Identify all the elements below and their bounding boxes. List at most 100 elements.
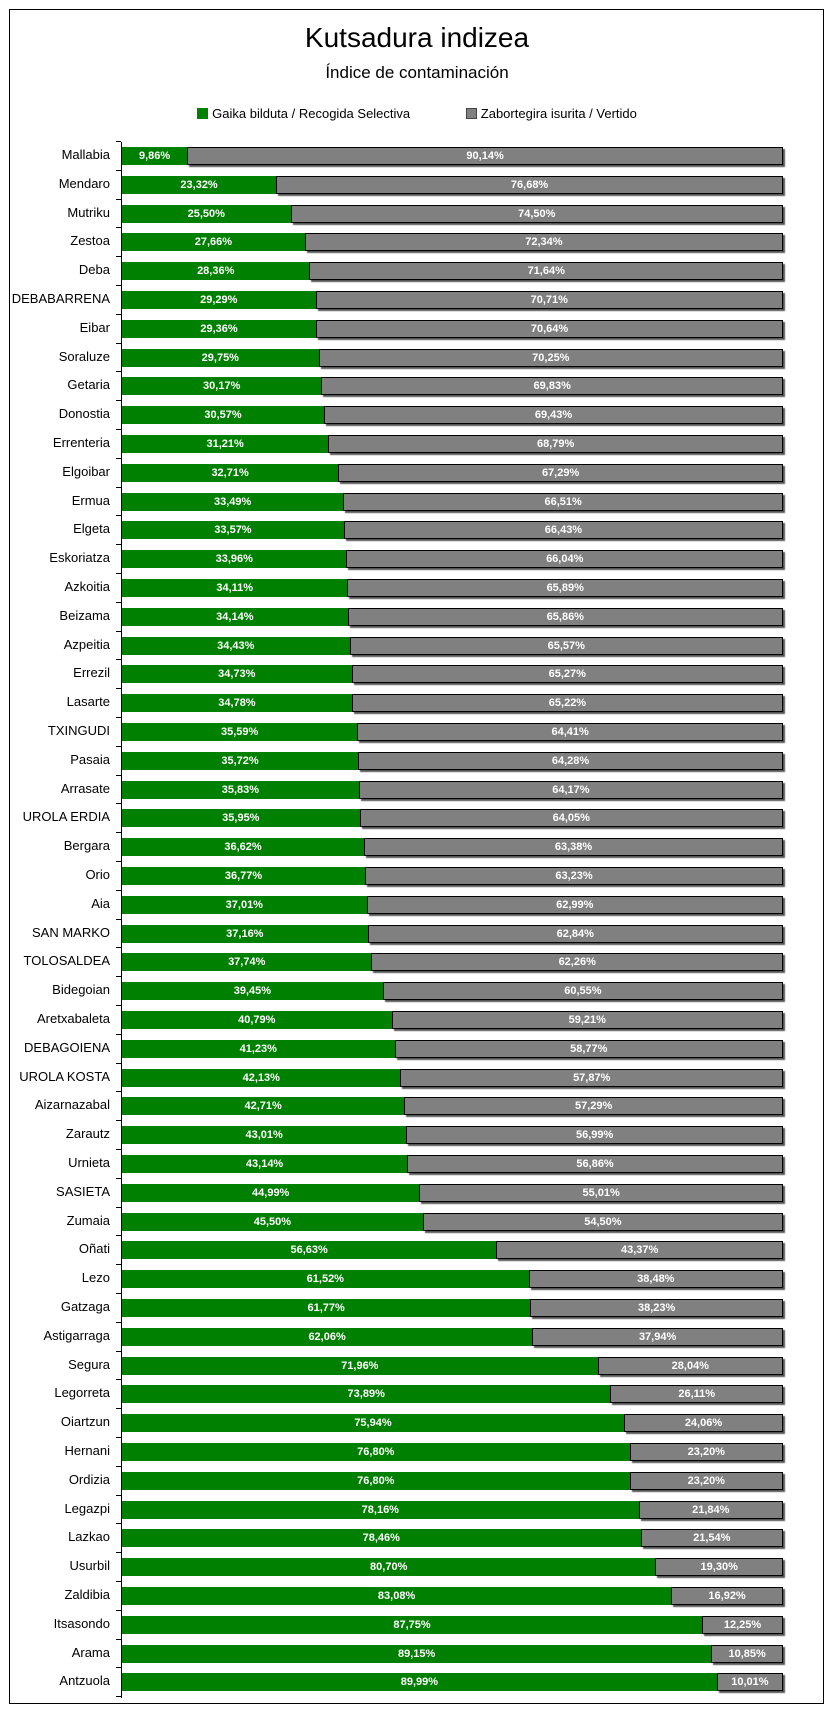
category-label: Oiartzun [60,1414,110,1430]
bar-row: Antzuola 89,99% 10,01% [0,1667,834,1696]
bar-selective: 40,79% [122,1011,392,1029]
bar-row: Eibar 29,36% 70,64% [0,313,834,343]
legend-swatch-green [197,108,209,119]
bar-row: Elgoibar 32,71% 67,29% [0,457,834,487]
bar-landfill: 66,04% [346,550,783,569]
bar-landfill: 64,28% [358,751,783,770]
bar-selective: 41,23% [122,1039,395,1058]
bar-selective: 29,29% [122,291,316,309]
bar-selective: 37,16% [122,924,368,943]
bar-row: Getaria 30,17% 69,83% [0,371,834,400]
axis-tick [116,630,121,632]
bar-selective: 37,01% [122,895,367,914]
bar-landfill: 54,50% [422,1212,783,1231]
axis-tick [116,429,121,430]
bar-selective: 89,15% [122,1644,712,1663]
bar-selective: 35,72% [122,751,359,770]
axis-tick [116,861,121,862]
axis-tick [116,1379,121,1381]
axis-tick [116,1523,121,1525]
category-label: Aizarnazabal [34,1097,110,1113]
bar-row: Zestoa 27,66% 72,34% [0,227,834,256]
bar-row: Usurbil 80,70% 19,30% [0,1552,834,1581]
category-label: Zarautz [65,1126,110,1142]
category-label: Urnieta [68,1155,110,1170]
bar-row: DEBAGOIENA 41,23% 58,77% [0,1033,834,1063]
axis-tick [116,803,121,805]
bar-row: Ermua 33,49% 66,51% [0,486,834,516]
bar-selective: 45,50% [122,1212,423,1231]
bar-selective: 71,96% [122,1356,598,1375]
category-label: Ordizia [68,1471,110,1487]
category-label: Itsasondo [53,1615,110,1631]
category-label: Astigarraga [43,1327,110,1343]
bar-row: Mendaro 23,32% 76,68% [0,169,834,199]
bar-row: Ordizia 76,80% 23,20% [0,1465,834,1495]
bar-row: Aretxabaleta 40,79% 59,21% [0,1005,834,1034]
bar-row: Lazkao 78,46% 21,54% [0,1523,834,1552]
category-label: Arama [71,1644,110,1660]
bar-selective: 33,57% [122,521,344,540]
bar-landfill: 69,43% [324,406,783,425]
bar-selective: 89,99% [122,1673,717,1692]
category-label: Bergara [63,838,110,854]
axis-tick [116,198,121,200]
bar-selective: 80,70% [122,1558,656,1577]
category-label: Aretxabaleta [37,1011,110,1026]
bar-row: Aizarnazabal 42,71% 57,29% [0,1091,834,1120]
bar-landfill: 57,87% [400,1068,783,1087]
bar-selective: 44,99% [122,1183,420,1202]
bar-row: Soraluze 29,75% 70,25% [0,342,834,372]
category-label: Beizama [59,607,110,623]
axis-tick [116,544,121,546]
category-label: Zaldibia [64,1587,110,1602]
bar-landfill: 63,23% [365,867,783,885]
legend-item-landfill: Zabortegira isurita / Vertido [465,106,637,121]
bar-landfill: 59,21% [391,1011,783,1029]
bar-landfill: 62,26% [371,953,783,972]
bar-landfill: 90,14% [187,147,783,165]
bar-selective: 29,36% [122,319,317,338]
bar-landfill: 65,27% [351,665,783,684]
bar-selective: 34,11% [122,579,348,597]
bar-landfill: 60,55% [382,982,783,1001]
bar-selective: 35,83% [122,780,359,799]
bar-landfill: 21,84% [638,1500,783,1519]
axis-tick [116,1177,121,1179]
bar-selective: 27,66% [122,233,305,252]
bar-landfill: 70,71% [315,291,783,309]
bar-selective: 36,62% [122,838,365,857]
axis-tick [116,889,121,891]
bar-row: DEBABARRENA 29,29% 70,71% [0,285,834,314]
bar-row: Elgeta 33,57% 66,43% [0,515,834,544]
bar-row: SASIETA 44,99% 55,01% [0,1177,834,1207]
category-label: UROLA KOSTA [19,1068,110,1084]
bar-selective: 78,46% [122,1529,641,1548]
bar-selective: 76,80% [122,1471,630,1490]
bar-row: Aia 37,01% 62,99% [0,889,834,919]
bar-landfill: 63,38% [364,838,783,857]
axis-tick [116,285,121,286]
bar-row: Zaldibia 83,08% 16,92% [0,1581,834,1610]
bar-landfill: 43,37% [496,1241,783,1260]
bar-selective: 73,89% [122,1385,611,1404]
bar-selective: 56,63% [122,1241,497,1260]
bar-landfill: 62,84% [367,924,783,943]
chart-subtitle: Índice de contaminación [325,63,509,82]
bar-landfill: 57,29% [404,1097,783,1116]
category-label: Gatzaga [60,1299,110,1314]
axis-tick [116,745,121,747]
bar-landfill: 65,57% [349,636,783,655]
legend-item-selective: Gaika bilduta / Recogida Selectiva [197,106,410,121]
axis-tick [116,1293,121,1294]
bar-row: Orio 36,77% 63,23% [0,861,834,890]
y-axis [121,142,122,1698]
bar-landfill: 26,11% [610,1385,783,1404]
axis-tick [116,1552,121,1554]
bar-landfill: 10,85% [711,1644,783,1663]
category-label: Oñati [78,1241,110,1257]
axis-tick [116,601,121,603]
axis-tick [116,227,121,229]
axis-tick [116,1581,121,1582]
category-label: Mutriku [67,204,110,220]
